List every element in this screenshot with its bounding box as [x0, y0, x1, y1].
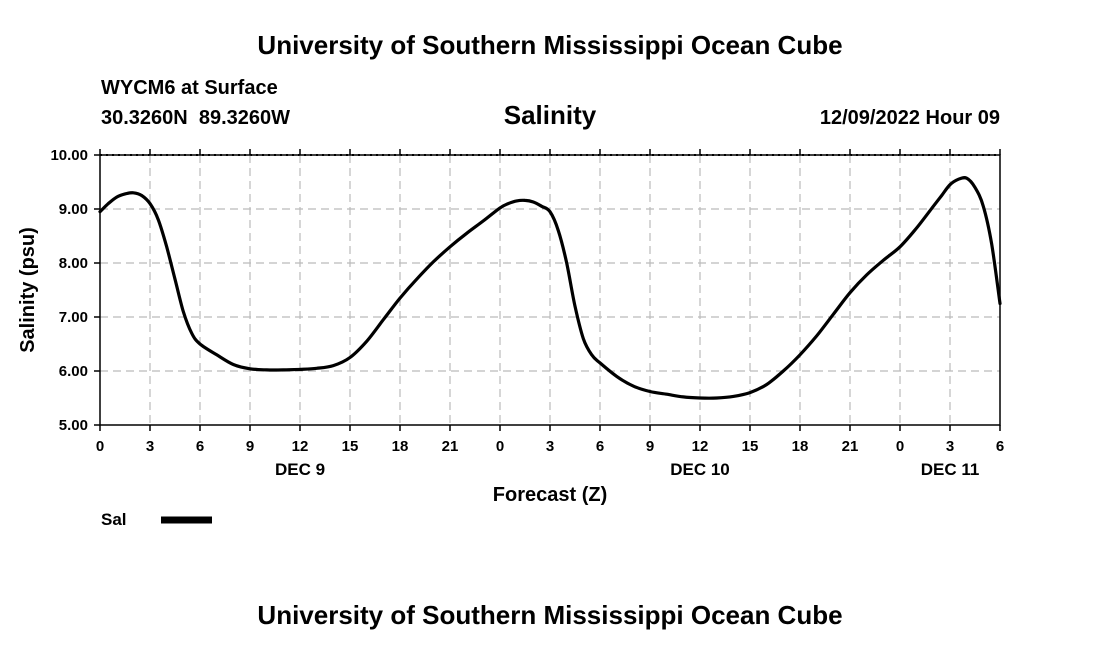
x-axis-tick-labels: 0 3 6 9 12 15 18 21 0 3 6 9 12 15 18 21 0 3 6 [96, 438, 1004, 455]
footer-title: University of Southern Mississippi Ocean… [257, 600, 842, 630]
x-tick-label: 21 [442, 438, 459, 455]
location-label: 30.3260N 89.3260W [101, 107, 290, 129]
x-tick-label: 3 [546, 438, 554, 455]
y-tick-label: 6.00 [59, 363, 88, 380]
x-tick-label: 12 [692, 438, 709, 455]
x-tick-label: 6 [996, 438, 1004, 455]
date-label: DEC 9 [275, 460, 325, 479]
series-layer [98, 176, 1002, 400]
date-labels: DEC 9 DEC 10 DEC 11 [275, 460, 979, 479]
grid-lines [100, 154, 1000, 425]
legend-label-sal: Sal [101, 510, 127, 529]
y-tick-label: 5.00 [59, 417, 88, 434]
x-tick-label: 0 [96, 438, 104, 455]
series-line-sal [98, 176, 1002, 400]
y-tick-label: 10.00 [50, 147, 88, 164]
x-tick-label: 3 [146, 438, 154, 455]
x-tick-label: 12 [292, 438, 309, 455]
y-tick-label: 9.00 [59, 201, 88, 218]
x-tick-label: 6 [596, 438, 604, 455]
tick-marks [94, 149, 1001, 431]
y-axis-tick-labels: 5.00 6.00 7.00 8.00 9.00 10.00 [50, 147, 88, 434]
date-label: DEC 11 [921, 460, 980, 479]
y-axis-label: Salinity (psu) [17, 227, 39, 353]
legend: Sal [101, 510, 212, 529]
y-tick-label: 8.00 [59, 255, 88, 272]
x-tick-label: 15 [742, 438, 759, 455]
x-tick-label: 9 [646, 438, 654, 455]
x-tick-label: 6 [196, 438, 204, 455]
y-tick-label: 7.00 [59, 309, 88, 326]
x-tick-label: 9 [246, 438, 254, 455]
x-tick-label: 15 [342, 438, 359, 455]
chart-title: University of Southern Mississippi Ocean… [257, 30, 842, 60]
chart-subtitle: Salinity [504, 100, 597, 130]
station-label: WYCM6 at Surface [101, 77, 278, 99]
x-tick-label: 18 [392, 438, 409, 455]
x-axis-label: Forecast (Z) [493, 484, 607, 506]
x-tick-label: 21 [842, 438, 859, 455]
x-tick-label: 18 [792, 438, 809, 455]
x-tick-label: 0 [496, 438, 504, 455]
timestamp-label: 12/09/2022 Hour 09 [820, 107, 1000, 129]
date-label: DEC 10 [670, 460, 730, 479]
x-tick-label: 0 [896, 438, 904, 455]
x-tick-label: 3 [946, 438, 954, 455]
